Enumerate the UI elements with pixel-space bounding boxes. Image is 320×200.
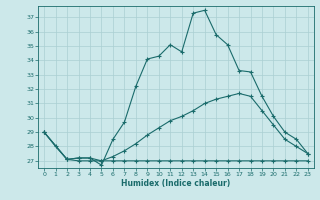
X-axis label: Humidex (Indice chaleur): Humidex (Indice chaleur) [121,179,231,188]
